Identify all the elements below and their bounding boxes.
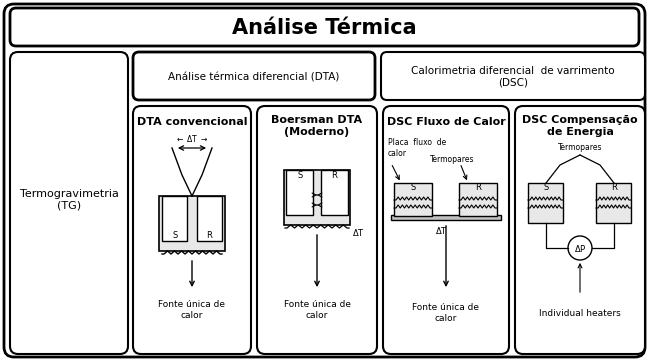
Bar: [459, 183, 497, 216]
FancyBboxPatch shape: [381, 52, 645, 100]
Bar: [596, 183, 631, 223]
Text: Fonte única de
calor: Fonte única de calor: [158, 300, 225, 320]
Text: Placa  fluxo  de
calor: Placa fluxo de calor: [388, 138, 447, 158]
Text: Análise Térmica: Análise Térmica: [232, 18, 416, 38]
FancyBboxPatch shape: [515, 106, 645, 354]
Bar: [321, 170, 348, 215]
Text: Boersman DTA
(Moderno): Boersman DTA (Moderno): [271, 115, 363, 137]
FancyBboxPatch shape: [133, 106, 251, 354]
Text: Termopares: Termopares: [557, 144, 602, 152]
Text: DTA convencional: DTA convencional: [137, 117, 247, 127]
Text: $\Delta$T: $\Delta$T: [352, 227, 365, 239]
Text: S: S: [410, 183, 415, 192]
Bar: [284, 170, 350, 225]
Text: Calorimetria diferencial  de varrimento
(DSC): Calorimetria diferencial de varrimento (…: [411, 66, 615, 88]
Bar: [391, 215, 501, 220]
Text: DSC Fluxo de Calor: DSC Fluxo de Calor: [387, 117, 506, 127]
Text: Termopares: Termopares: [430, 156, 474, 165]
Text: Individual heaters: Individual heaters: [539, 309, 621, 318]
FancyBboxPatch shape: [133, 52, 375, 100]
Text: Fonte única de
calor: Fonte única de calor: [284, 300, 350, 320]
FancyBboxPatch shape: [4, 4, 645, 357]
Text: $\Delta$T: $\Delta$T: [435, 225, 447, 236]
Text: Análise térmica diferencial (DTA): Análise térmica diferencial (DTA): [168, 72, 339, 82]
Text: S: S: [543, 183, 548, 192]
Text: R: R: [475, 183, 481, 192]
Text: R: R: [331, 170, 337, 179]
FancyBboxPatch shape: [10, 8, 639, 46]
Text: Termogravimetria
(TG): Termogravimetria (TG): [19, 189, 118, 211]
Bar: [159, 196, 225, 251]
Text: $\Delta$P: $\Delta$P: [574, 243, 586, 253]
Text: S: S: [297, 170, 302, 179]
Bar: [162, 196, 187, 241]
Text: R: R: [611, 183, 617, 192]
Text: R: R: [206, 231, 212, 239]
Bar: [394, 183, 432, 216]
Text: S: S: [173, 231, 178, 239]
Bar: [528, 183, 563, 223]
FancyBboxPatch shape: [383, 106, 509, 354]
Text: $\leftarrow$ $\Delta$T $\rightarrow$: $\leftarrow$ $\Delta$T $\rightarrow$: [175, 133, 209, 144]
Text: Fonte única de
calor: Fonte única de calor: [413, 303, 480, 323]
FancyBboxPatch shape: [10, 52, 128, 354]
Text: DSC Compensação
de Energia: DSC Compensação de Energia: [522, 115, 638, 137]
FancyBboxPatch shape: [257, 106, 377, 354]
Bar: [286, 170, 313, 215]
Bar: [197, 196, 222, 241]
